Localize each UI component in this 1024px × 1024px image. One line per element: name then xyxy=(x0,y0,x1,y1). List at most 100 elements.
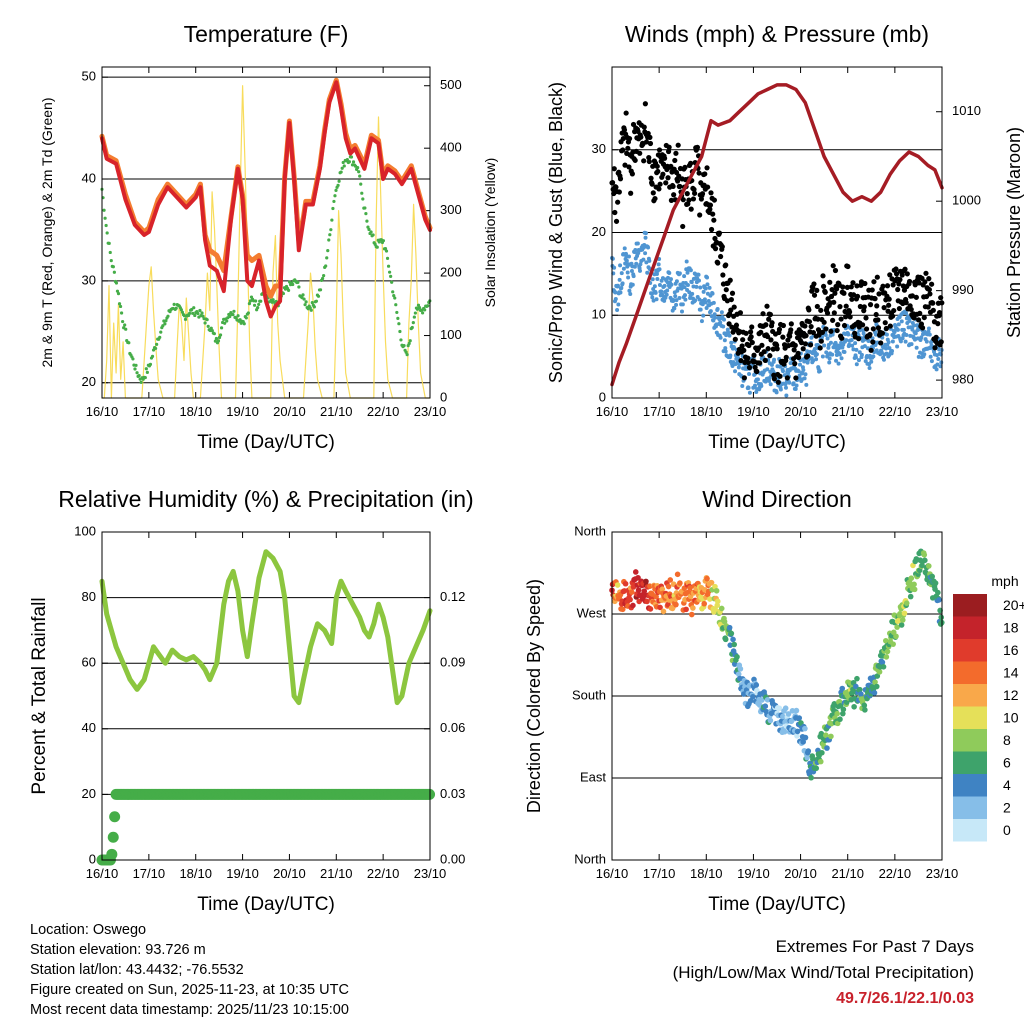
rh-xtick-label-1: 17/10 xyxy=(133,866,166,881)
gust-point xyxy=(705,184,711,190)
gust-point xyxy=(708,226,715,233)
gust-point xyxy=(718,253,724,260)
gust-point xyxy=(763,322,769,328)
wind-point xyxy=(707,285,712,290)
wind-point xyxy=(621,266,626,271)
dewpoint-point xyxy=(166,314,170,318)
dewpoint-point xyxy=(347,160,352,164)
gust-point xyxy=(760,311,766,317)
wind-point xyxy=(680,309,685,314)
gust-point xyxy=(680,197,686,203)
created-text: Figure created on Sun, 2025-11-23, at 10… xyxy=(30,982,349,998)
wind-point xyxy=(625,270,630,275)
wind-point xyxy=(736,365,741,370)
wind-point xyxy=(694,284,699,289)
gust-point xyxy=(841,322,848,329)
direction-point xyxy=(660,608,667,615)
dewpoint-point xyxy=(158,335,162,339)
gust-point xyxy=(646,158,652,165)
direction-point xyxy=(804,754,810,761)
gust-point xyxy=(707,202,714,208)
wind-point xyxy=(701,289,706,294)
dir-xtick-label-4: 20/10 xyxy=(784,866,817,881)
gust-point xyxy=(933,334,939,340)
gust-point xyxy=(780,334,786,340)
direction-point xyxy=(657,604,663,611)
gust-point xyxy=(719,244,725,250)
dewpoint-point xyxy=(309,308,313,312)
dewpoint-point xyxy=(174,306,178,310)
gust-point xyxy=(798,340,805,346)
wind-point xyxy=(839,356,844,361)
wind-point xyxy=(926,326,931,331)
wind-point xyxy=(703,286,708,291)
wind-point xyxy=(801,368,806,373)
direction-point xyxy=(911,581,917,588)
gust-point xyxy=(930,300,936,306)
gust-point xyxy=(783,354,789,360)
direction-point xyxy=(879,659,886,666)
wind-point xyxy=(924,339,929,344)
rh-series xyxy=(96,549,436,866)
wind-point xyxy=(691,284,696,289)
gust-point xyxy=(609,179,616,186)
gust-point xyxy=(754,368,760,375)
direction-point xyxy=(858,691,864,697)
direction-point xyxy=(731,641,737,648)
speed-legend-label-0: 20+ xyxy=(1003,597,1024,613)
wind-point xyxy=(851,347,856,352)
rh-xlabel: Time (Day/UTC) xyxy=(197,894,335,915)
direction-point xyxy=(622,580,629,587)
gust-point xyxy=(862,280,868,287)
dewpoint-point xyxy=(107,241,111,245)
wind-point xyxy=(653,290,658,295)
rh-xtick-label-7: 23/10 xyxy=(414,866,447,881)
speed-legend-label-6: 8 xyxy=(1003,732,1011,748)
wind-point xyxy=(719,310,724,315)
dewpoint-point xyxy=(417,306,422,310)
dewpoint-point xyxy=(416,303,421,307)
direction-point xyxy=(899,617,906,623)
gust-point xyxy=(626,136,633,142)
wind-point xyxy=(715,306,720,311)
gust-point xyxy=(723,262,729,268)
gust-point xyxy=(869,287,875,293)
wind-point xyxy=(827,356,832,361)
gust-point xyxy=(628,190,634,196)
dewpoint-point xyxy=(223,321,227,325)
direction-point xyxy=(936,597,942,603)
gust-point xyxy=(904,271,910,277)
speed-legend-label-10: 0 xyxy=(1003,822,1011,838)
direction-point xyxy=(880,664,887,670)
wind-point xyxy=(884,332,889,337)
temp-ytick-label-3: 50 xyxy=(82,69,96,84)
direction-point xyxy=(789,707,796,714)
direction-point xyxy=(876,669,883,675)
gust-point xyxy=(759,342,765,348)
gust-point xyxy=(666,144,672,150)
speed-legend-label-9: 2 xyxy=(1003,799,1011,815)
wind-point xyxy=(903,339,908,344)
wind-point xyxy=(934,367,939,372)
gust-point xyxy=(796,354,802,361)
wind-point xyxy=(907,318,912,323)
gust-point xyxy=(807,342,814,348)
rh-frame xyxy=(101,531,431,861)
gust-point xyxy=(805,353,811,359)
speed-legend-label-7: 6 xyxy=(1003,754,1011,770)
wind-point xyxy=(712,312,717,317)
wind-point xyxy=(618,263,623,268)
dewpoint-point xyxy=(349,155,354,159)
wind-point xyxy=(817,369,822,374)
dewpoint-point xyxy=(361,197,365,201)
wind-point xyxy=(638,262,643,267)
gust-point xyxy=(652,195,658,202)
wind-xtick-label-4: 20/10 xyxy=(784,404,817,419)
gust-point xyxy=(818,338,824,344)
direction-point xyxy=(635,574,641,581)
gust-point xyxy=(620,147,626,153)
wind-point xyxy=(898,339,903,344)
gust-point xyxy=(704,165,710,171)
dewpoint-point xyxy=(256,306,260,310)
direction-point xyxy=(780,713,786,720)
